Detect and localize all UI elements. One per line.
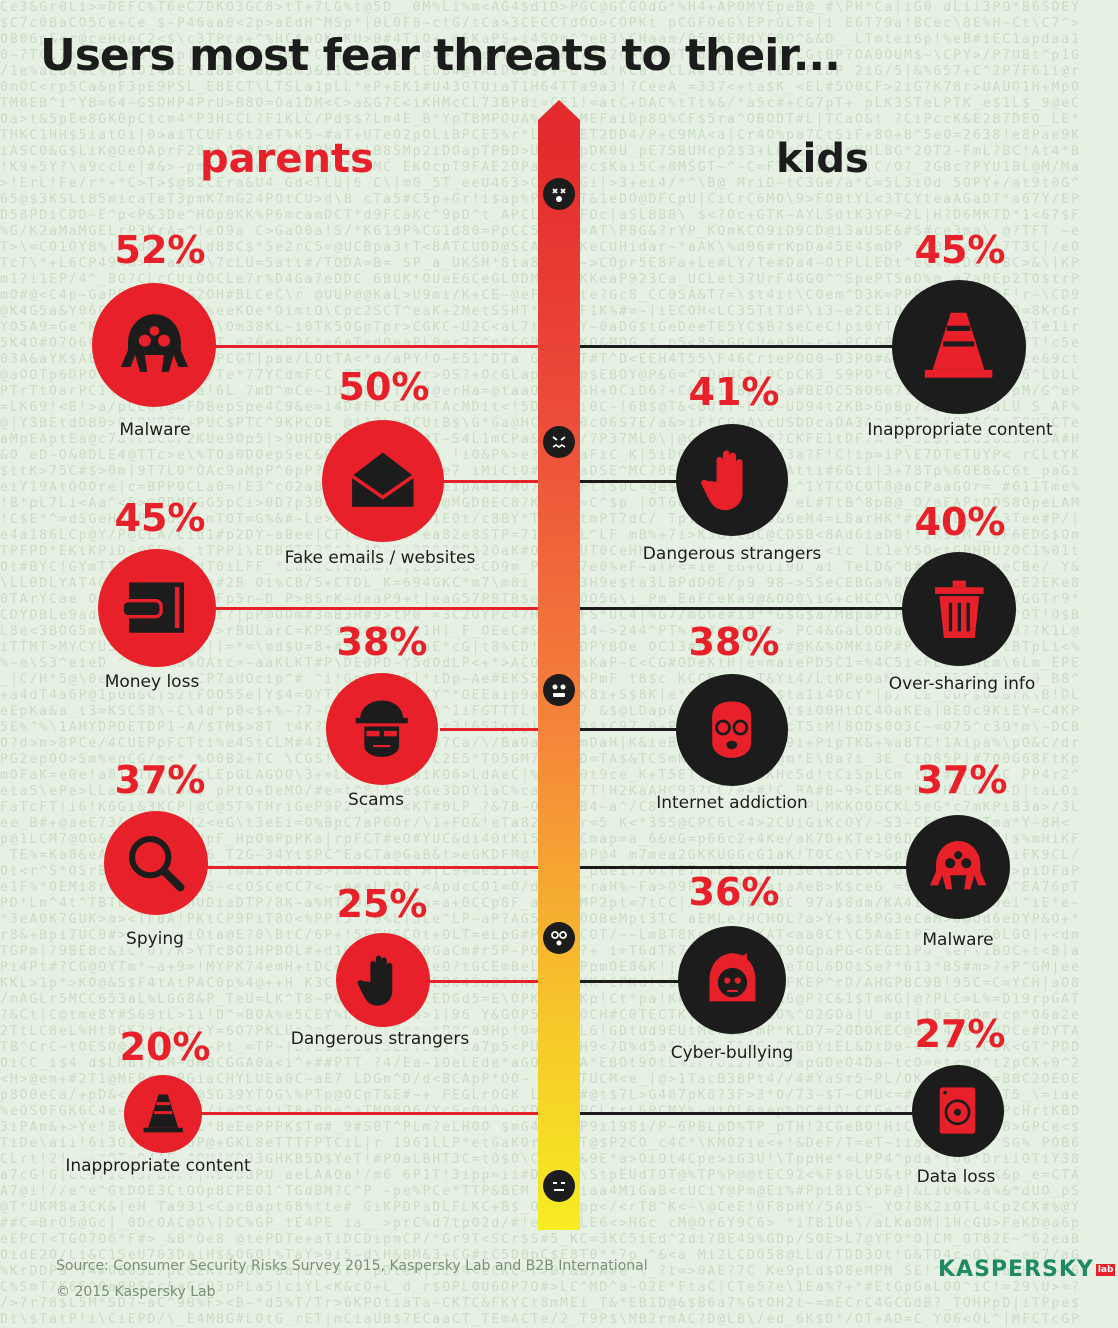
- stop-hand-icon: [701, 450, 743, 511]
- parents-label-dangerous-strangers: Dangerous strangers: [290, 1029, 470, 1049]
- parents-label-scams: Scams: [348, 790, 404, 810]
- kids-percent-internet-addiction: 38%: [688, 620, 780, 664]
- magnifier-icon: [128, 835, 185, 892]
- crying-girl-icon: [708, 952, 756, 1001]
- scared-face-icon: [543, 426, 575, 458]
- parents-label-spying: Spying: [126, 929, 184, 949]
- kids-circle-cyber-bullying: [678, 926, 786, 1034]
- parents-circle-spying: [104, 811, 208, 915]
- parents-circle-fake-emails: [322, 420, 444, 542]
- parents-percent-malware: 52%: [114, 228, 206, 272]
- hard-drive-icon: [940, 1087, 976, 1135]
- kids-circle-data-loss: [912, 1065, 1004, 1157]
- neutral-face-icon: [543, 1170, 575, 1202]
- parents-circle-money-loss: [98, 549, 216, 667]
- parents-percent-scams: 38%: [336, 620, 428, 664]
- kids-connector-4: [580, 728, 680, 731]
- kids-connector-6: [580, 980, 680, 983]
- parents-connector-7: [200, 1112, 538, 1115]
- kids-label-cyber-bullying: Cyber-bullying: [670, 1043, 794, 1063]
- anxious-face-icon: [543, 674, 575, 706]
- kids-label-malware: Malware: [922, 930, 994, 950]
- surprised-face-icon: [543, 922, 575, 954]
- copyright-note: © 2015 Kaspersky Lab: [56, 1284, 216, 1300]
- kids-connector-3: [580, 607, 910, 610]
- stop-hand-icon: [357, 955, 393, 1006]
- parents-circle-dangerous-strangers: [336, 933, 430, 1027]
- open-envelope-icon: [351, 452, 415, 507]
- kaspersky-logo: KASPERSKY lab: [938, 1257, 1116, 1282]
- kids-connector-7: [580, 1112, 915, 1115]
- malware-bug-icon: [120, 313, 188, 372]
- parents-circle-inappropriate-content: [124, 1075, 202, 1153]
- parents-percent-fake-emails: 50%: [338, 365, 430, 409]
- kids-circle-internet-addiction: [676, 674, 788, 786]
- kids-label-data-loss: Data loss: [916, 1167, 996, 1187]
- kids-label-internet-addiction: Internet addiction: [656, 793, 808, 813]
- kids-connector-1: [580, 345, 900, 348]
- fear-thermometer: [538, 100, 580, 1230]
- kids-label-inappropriate-content: Inappropriate content: [867, 420, 1053, 440]
- logo-text: KASPERSKY: [938, 1257, 1094, 1282]
- parents-connector-1: [215, 345, 538, 348]
- terrified-face-icon: [543, 178, 575, 210]
- traffic-cone-icon: [925, 313, 993, 379]
- trash-bin-icon: [934, 580, 984, 638]
- parents-percent-inappropriate-content: 20%: [119, 1025, 211, 1069]
- parents-label-malware: Malware: [119, 420, 191, 440]
- thermometer-arrow-tip: [538, 100, 580, 140]
- kids-percent-over-sharing: 40%: [914, 500, 1006, 544]
- kids-label-dangerous-strangers: Dangerous strangers: [642, 544, 822, 564]
- parents-connector-3: [190, 607, 538, 610]
- kids-percent-malware: 37%: [916, 758, 1008, 802]
- parents-connector-2: [440, 480, 538, 483]
- kids-percent-cyber-bullying: 36%: [688, 870, 780, 914]
- parents-circle-malware: [92, 283, 216, 407]
- kids-circle-malware: [906, 815, 1010, 919]
- scammer-face-icon: [355, 700, 409, 758]
- logo-badge: lab: [1095, 1264, 1116, 1276]
- parents-connector-6: [428, 980, 538, 983]
- parents-label-money-loss: Money loss: [104, 672, 200, 692]
- parents-label-fake-emails: Fake emails / websites: [284, 548, 476, 568]
- parents-connector-5: [205, 866, 538, 869]
- parents-percent-spying: 37%: [114, 758, 206, 802]
- wallet-icon: [120, 582, 185, 634]
- kids-connector-2: [580, 480, 680, 483]
- source-note: Source: Consumer Security Risks Survey 2…: [56, 1258, 648, 1274]
- parents-connector-4: [440, 728, 538, 731]
- kids-circle-inappropriate-content: [892, 280, 1026, 414]
- page-title: Users most fear threats to their...: [40, 30, 841, 81]
- kids-percent-inappropriate-content: 45%: [914, 228, 1006, 272]
- addicted-face-icon: [712, 701, 752, 759]
- malware-bug-icon: [929, 840, 987, 890]
- traffic-cone-icon: [143, 1094, 183, 1133]
- parents-circle-scams: [326, 673, 438, 785]
- kids-heading: kids: [776, 136, 869, 182]
- parents-label-inappropriate-content: Inappropriate content: [65, 1156, 251, 1176]
- kids-label-over-sharing: Over-sharing info: [888, 674, 1036, 694]
- kids-circle-over-sharing: [902, 552, 1016, 666]
- kids-circle-dangerous-strangers: [676, 424, 788, 536]
- kids-connector-5: [580, 866, 910, 869]
- parents-percent-money-loss: 45%: [114, 496, 206, 540]
- parents-heading: parents: [200, 136, 374, 182]
- kids-percent-dangerous-strangers: 41%: [688, 370, 780, 414]
- parents-percent-dangerous-strangers: 25%: [336, 882, 428, 926]
- kids-percent-data-loss: 27%: [914, 1012, 1006, 1056]
